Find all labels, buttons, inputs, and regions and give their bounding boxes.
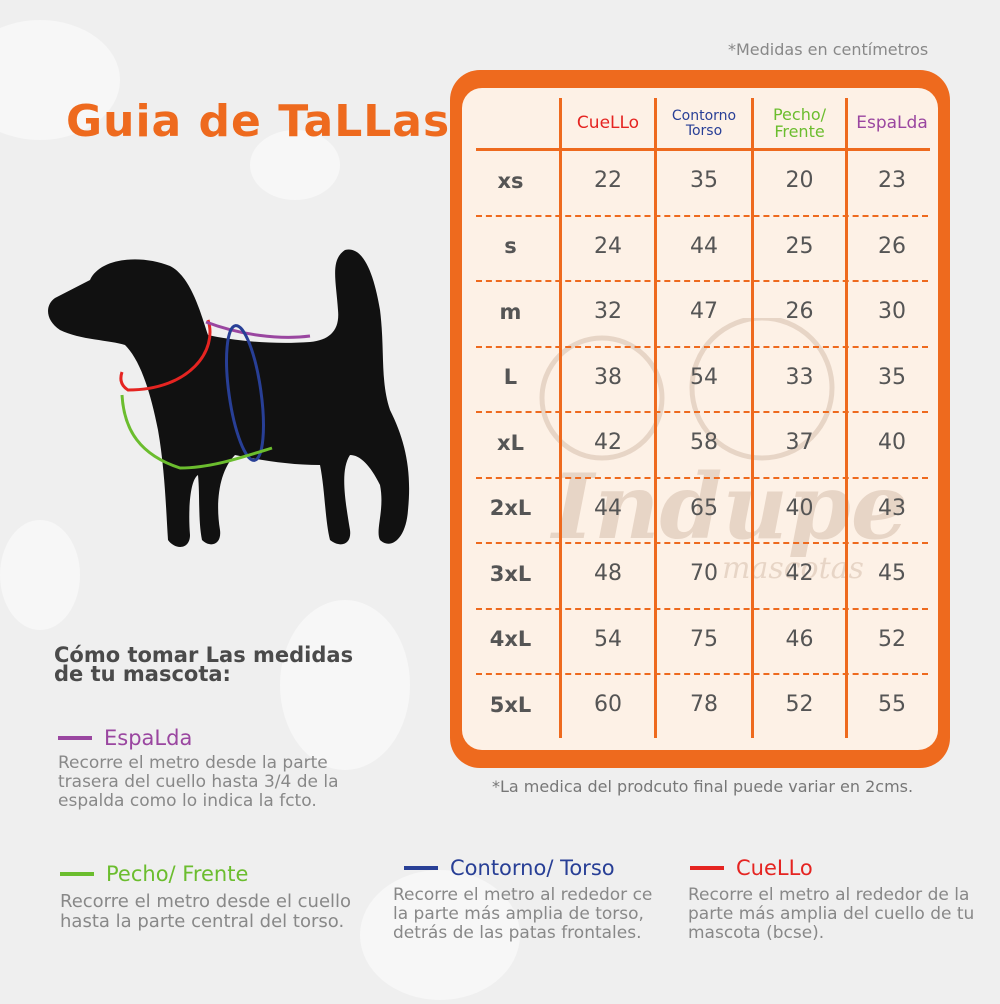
- paw-decoration: [280, 600, 410, 770]
- size-label: m: [499, 299, 522, 324]
- measure-cell: 65: [690, 495, 718, 521]
- header-cuello: CueLLo: [576, 113, 640, 134]
- measure-cell: 35: [690, 168, 718, 193]
- measure-cell: 75: [690, 626, 718, 652]
- cuello-title: CueLLo: [690, 856, 813, 880]
- cuello-description: Recorre el metro al rededor de la parte …: [688, 885, 975, 944]
- torso-description: Recorre el metro al rededor ce la parte …: [393, 885, 653, 944]
- paw-decoration: [360, 870, 520, 1000]
- measure-cell: 20: [785, 168, 814, 193]
- row-divider: [476, 607, 928, 610]
- measure-cell: 26: [785, 299, 814, 324]
- howto-title: Cómo tomar Las medidas de tu mascota:: [54, 643, 354, 686]
- size-label: xs: [497, 168, 524, 193]
- header-pecho-frente: Pecho/ Frente: [772, 105, 827, 141]
- units-note: *Medidas en centímetros: [728, 40, 929, 59]
- espalda-description: Recorre el metro desde la parte trasera …: [58, 753, 339, 812]
- pecho-title-text: Pecho/ Frente: [106, 862, 249, 886]
- measure-cell: 37: [785, 430, 814, 455]
- measure-cell: 46: [785, 626, 814, 652]
- row-divider: [476, 542, 928, 544]
- torso-title-text: Contorno/ Torso: [450, 856, 615, 880]
- measure-cell: 58: [690, 430, 718, 455]
- measure-cell: 40: [785, 495, 814, 521]
- paw-decoration: [0, 520, 80, 630]
- measure-cell: 78: [690, 692, 718, 717]
- svg-text:mascotas: mascotas: [722, 551, 864, 586]
- pecho-line-icon: [60, 872, 94, 876]
- dog-silhouette-icon: [48, 249, 410, 547]
- size-label: xL: [497, 430, 524, 455]
- torso-line-icon: [404, 866, 438, 870]
- measure-cell: 24: [594, 233, 622, 259]
- measure-cell: 52: [878, 626, 906, 652]
- page-title: Guia de TaLLas: [66, 96, 451, 147]
- measure-cell: 26: [878, 233, 906, 259]
- measure-cell: 44: [690, 233, 718, 259]
- measure-cell: 47: [690, 299, 718, 324]
- measure-cell: 23: [878, 168, 906, 193]
- measure-cell: 33: [785, 364, 814, 390]
- row-divider: [476, 345, 928, 348]
- measure-cell: 42: [594, 430, 622, 455]
- measure-cell: 38: [594, 364, 622, 390]
- cuello-title-text: CueLLo: [736, 856, 813, 880]
- measure-cell: 54: [690, 364, 718, 390]
- measure-cell: 54: [594, 626, 622, 652]
- row-divider: [476, 411, 928, 413]
- measure-cell: 32: [594, 299, 622, 324]
- measure-cell: 48: [594, 561, 622, 586]
- pecho-description: Recorre el metro desde el cuello hasta l…: [60, 891, 352, 933]
- row-divider: [476, 476, 928, 479]
- measure-cell: 43: [878, 495, 906, 521]
- variation-note: *La medica del prodcuto final puede vari…: [492, 777, 914, 796]
- size-table: Indupet mascotas xs 22 35 20 23 s 24 44 25 26 m 32 4…: [450, 70, 950, 768]
- espalda-title: EspaLda: [58, 726, 192, 750]
- header-espalda: EspaLda: [856, 113, 928, 134]
- paw-decoration: [250, 130, 340, 200]
- measure-cell: 22: [594, 168, 622, 193]
- measure-cell: 35: [878, 364, 906, 390]
- measure-cell: 42: [785, 561, 814, 586]
- row-divider: [476, 673, 928, 675]
- measure-cell: 70: [690, 561, 718, 586]
- cuello-line-icon: [690, 866, 724, 870]
- measure-cell: 45: [878, 561, 906, 586]
- measure-cell: 40: [878, 430, 906, 455]
- espalda-line-icon: [58, 736, 92, 740]
- measure-cell: 44: [594, 495, 622, 521]
- measure-cell: 25: [785, 233, 814, 259]
- size-label: 3xL: [489, 561, 532, 586]
- size-label: 2xL: [489, 496, 532, 520]
- size-table-panel: Indupet mascotas xs 22 35 20 23 s 24 44 25 26 m 32 4…: [462, 88, 938, 750]
- pecho-title: Pecho/ Frente: [60, 862, 248, 886]
- measure-cell: 30: [878, 299, 906, 324]
- header-contorno-torso: Contorno Torso: [671, 108, 737, 139]
- size-label: 4xL: [489, 627, 532, 651]
- size-label: s: [504, 234, 517, 258]
- torso-title: Contorno/ Torso: [404, 856, 615, 880]
- measure-cell: 60: [594, 692, 622, 717]
- espalda-title-text: EspaLda: [104, 726, 193, 750]
- size-label: 5xL: [489, 692, 532, 717]
- row-divider: [476, 214, 928, 217]
- row-divider: [476, 280, 928, 282]
- measure-cell: 55: [878, 692, 906, 717]
- measure-cell: 52: [785, 692, 814, 717]
- size-label: L: [503, 365, 518, 389]
